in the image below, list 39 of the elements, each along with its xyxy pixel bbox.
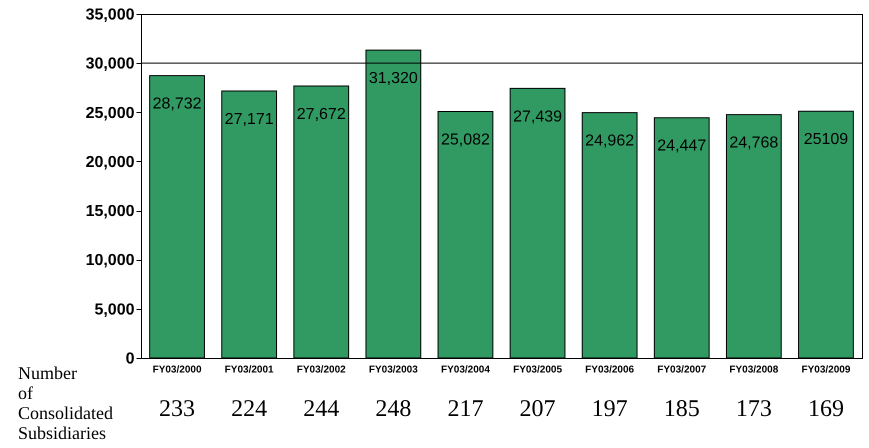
x-tick-label: FY03/2002 bbox=[296, 364, 346, 376]
text: 173 bbox=[736, 396, 772, 422]
y-tick-label: 25,000 bbox=[86, 104, 135, 122]
text: 169 bbox=[808, 396, 844, 422]
x-tick-label: FY03/2008 bbox=[729, 364, 779, 376]
text: 244 bbox=[303, 396, 340, 422]
data-label: 27,439 bbox=[513, 108, 562, 126]
y-tick-label: 30,000 bbox=[86, 56, 135, 73]
text: 217 bbox=[447, 396, 484, 422]
data-label: 27,171 bbox=[224, 110, 274, 128]
data-label: 25109 bbox=[804, 131, 848, 148]
x-tick-label: FY03/2005 bbox=[513, 364, 562, 376]
x-tick-label: FY03/2001 bbox=[224, 364, 274, 376]
text: 197 bbox=[592, 396, 628, 422]
x-tick-label: FY03/2009 bbox=[801, 364, 851, 376]
text: 224 bbox=[231, 396, 268, 422]
y-tick-label: 0 bbox=[126, 350, 135, 368]
y-tick-label: 5,000 bbox=[94, 301, 135, 318]
y-tick-label: 20,000 bbox=[86, 154, 135, 171]
data-label: 25,082 bbox=[440, 131, 490, 148]
data-label: 24,962 bbox=[585, 132, 634, 150]
x-tick-label: FY03/2003 bbox=[368, 364, 418, 376]
y-tick-label: 35,000 bbox=[86, 6, 135, 24]
data-label: 28,732 bbox=[152, 96, 202, 113]
text: Number of Consolidated Subsidiaries bbox=[18, 363, 113, 443]
data-label: 24,447 bbox=[657, 138, 706, 155]
x-tick-label: FY03/2006 bbox=[585, 364, 635, 376]
x-tick-label: FY03/2004 bbox=[440, 364, 490, 376]
data-label: 27,672 bbox=[296, 106, 346, 124]
text: 185 bbox=[664, 396, 700, 422]
x-tick-label: FY03/2000 bbox=[152, 364, 202, 376]
y-tick-label: 10,000 bbox=[86, 252, 135, 270]
text: 248 bbox=[375, 396, 412, 422]
text: 207 bbox=[520, 396, 556, 422]
data-label: 24,768 bbox=[729, 134, 778, 152]
y-tick-label: 15,000 bbox=[86, 203, 135, 220]
text: 233 bbox=[159, 396, 196, 422]
data-label: 31,320 bbox=[368, 70, 418, 88]
x-tick-label: FY03/2007 bbox=[657, 364, 707, 376]
